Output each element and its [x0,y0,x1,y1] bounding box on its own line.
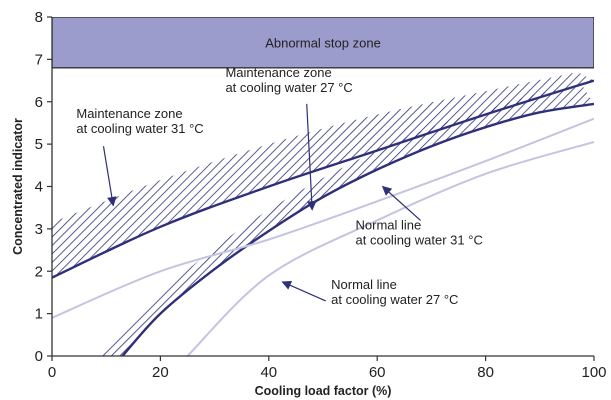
x-tick-label: 20 [152,364,169,381]
y-tick-label: 6 [35,94,43,111]
y-tick-label: 0 [35,348,43,365]
y-tick-label: 3 [35,221,43,238]
y-tick-label: 1 [35,306,43,323]
x-tick-label: 40 [260,364,277,381]
y-tick-label: 5 [35,136,43,153]
annotation-arrow-mz31 [102,146,117,207]
plot-area [52,17,594,356]
annotation-text-nl27: at cooling water 27 °C [331,292,458,307]
y-tick-label: 8 [35,9,43,26]
annotation-text-mz31: Maintenance zone [76,106,182,121]
x-axis-title: Cooling load factor (%) [255,384,392,398]
y-tick-label: 7 [35,51,43,68]
annotation-text-nl31: at cooling water 31 °C [356,233,483,248]
annotation-arrow-nl27 [281,280,326,302]
stop-zone-band [52,17,594,69]
annotation-text-nl27: Normal line [331,277,397,292]
annotation-text-mz27: at cooling water 27 °C [225,80,352,95]
x-tick-label: 100 [581,364,606,381]
maintenance-zone-31-hatch [52,72,594,278]
annotation-arrow-nl31 [381,185,421,221]
y-axis-title: Concentrated indicator [11,118,25,255]
x-tick-label: 60 [369,364,386,381]
y-tick-label: 4 [35,179,43,196]
annotation-text-mz27: Maintenance zone [225,65,331,80]
chart-labels: Cooling load factor (%) Concentrated ind… [11,35,483,398]
x-tick-label: 0 [48,364,56,381]
series-line-normal27 [186,141,594,356]
annotation-arrow-mz27 [306,103,317,211]
stop-zone-label: Abnormal stop zone [265,35,381,50]
annotation-text-mz31: at cooling water 31 °C [76,121,203,136]
annotation-text-nl31: Normal line [356,218,422,233]
series-line-limit31 [52,79,594,279]
series-line-limit27 [121,102,594,356]
y-tick-label: 2 [35,263,43,280]
x-tick-label: 80 [477,364,494,381]
series-line-normal31 [52,117,594,319]
